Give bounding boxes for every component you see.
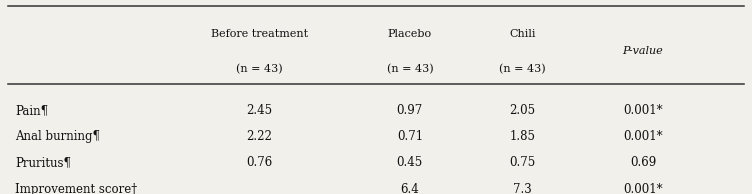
Text: 0.001*: 0.001* (623, 130, 663, 143)
Text: Pruritus¶: Pruritus¶ (15, 156, 71, 170)
Text: 0.75: 0.75 (510, 156, 535, 170)
Text: 2.22: 2.22 (247, 130, 272, 143)
Text: 7.3: 7.3 (514, 183, 532, 194)
Text: Before treatment: Before treatment (211, 29, 308, 39)
Text: Improvement score†: Improvement score† (15, 183, 137, 194)
Text: 0.69: 0.69 (630, 156, 656, 170)
Text: 1.85: 1.85 (510, 130, 535, 143)
Text: (n = 43): (n = 43) (236, 64, 283, 74)
Text: 2.05: 2.05 (510, 104, 535, 117)
Text: Anal burning¶: Anal burning¶ (15, 130, 100, 143)
Text: 6.4: 6.4 (401, 183, 419, 194)
Text: 0.001*: 0.001* (623, 183, 663, 194)
Text: P-value: P-value (623, 46, 663, 56)
Text: Pain¶: Pain¶ (15, 104, 48, 117)
Text: 0.71: 0.71 (397, 130, 423, 143)
Text: 0.45: 0.45 (397, 156, 423, 170)
Text: (n = 43): (n = 43) (499, 64, 546, 74)
Text: 0.76: 0.76 (247, 156, 272, 170)
Text: 2.45: 2.45 (247, 104, 272, 117)
Text: Placebo: Placebo (388, 29, 432, 39)
Text: 0.97: 0.97 (397, 104, 423, 117)
Text: (n = 43): (n = 43) (387, 64, 433, 74)
Text: 0.001*: 0.001* (623, 104, 663, 117)
Text: Chili: Chili (509, 29, 536, 39)
